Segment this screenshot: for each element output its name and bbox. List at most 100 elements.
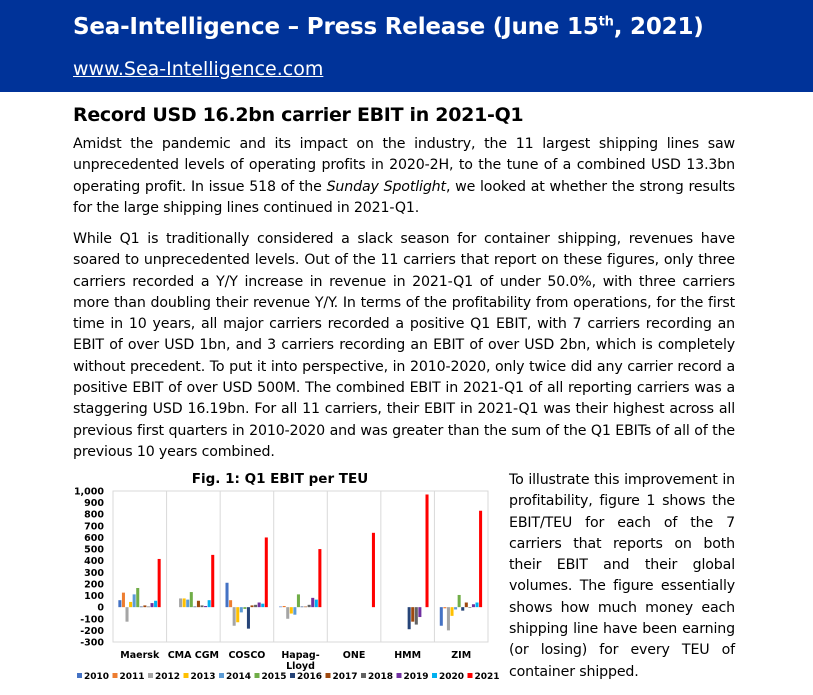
website-link[interactable]: www.Sea-Intelligence.com (73, 58, 324, 80)
bar-2011-maersk (121, 592, 125, 608)
bar-2014-hapag-lloyd (293, 607, 297, 615)
legend-label-2015: 2015 (262, 672, 287, 682)
legend-label-2021: 2021 (475, 672, 500, 682)
bar-2021-hapag-lloyd (318, 549, 322, 608)
bar-2021-zim (479, 510, 483, 608)
legend-swatch (112, 673, 118, 678)
bar-2015-hapag-lloyd (296, 594, 300, 608)
bar-2010-maersk (118, 600, 122, 608)
y-tick-label: -300 (80, 638, 104, 649)
bar-2021-cosco (264, 537, 268, 608)
legend-swatch (290, 673, 295, 678)
bar-2015-maersk (136, 587, 140, 608)
chart-svg: -300-200-1000100200300400500600700800900… (74, 487, 500, 683)
legend-swatch (148, 673, 153, 678)
legend-swatch (467, 673, 473, 678)
bar-2012-cosco (232, 607, 236, 626)
bar-2021-maersk (157, 558, 161, 608)
bar-2018-cma-cgm (200, 605, 204, 608)
press-release-title: Sea-Intelligence – Press Release (June 1… (73, 14, 704, 40)
legend-label-2013: 2013 (191, 672, 216, 682)
bar-2017-hmm (411, 607, 415, 622)
bar-2018-cosco (254, 604, 258, 608)
bar-2014-maersk (132, 594, 136, 608)
legend-label-2019: 2019 (404, 672, 429, 682)
y-tick-label: 200 (84, 579, 104, 590)
x-category-label: CMA CGM (168, 650, 219, 661)
legend-label-2010: 2010 (84, 672, 109, 682)
legend-label-2020: 2020 (439, 672, 464, 682)
bar-2019-hapag-lloyd (311, 597, 315, 608)
bar-2013-cosco (236, 607, 240, 623)
legend-swatch (183, 673, 189, 678)
bar-2017-cma-cgm (196, 600, 200, 608)
bar-2019-cosco (257, 602, 261, 608)
bar-2013-maersk (129, 601, 133, 608)
bar-2018-zim (468, 607, 472, 608)
bar-2013-cma-cgm (182, 598, 186, 608)
legend-label-2014: 2014 (226, 672, 251, 682)
bar-2016-maersk (139, 606, 143, 608)
legend-label-2018: 2018 (368, 672, 393, 682)
x-category-label: HMM (394, 650, 421, 661)
y-tick-label: 400 (84, 556, 104, 567)
bar-2017-hapag-lloyd (304, 606, 308, 608)
bar-2016-cosco (246, 607, 250, 629)
bar-2015-cosco (243, 607, 247, 609)
bar-2021-hmm (425, 494, 429, 608)
publication-name: Sunday Spotlight (326, 178, 447, 195)
title-sup: th (598, 14, 614, 30)
bar-2014-cma-cgm (186, 599, 190, 608)
bar-2020-maersk (154, 600, 158, 608)
chart-title: Fig. 1: Q1 EBIT per TEU (191, 471, 369, 487)
bar-2018-maersk (146, 606, 150, 608)
bar-2020-cosco (261, 603, 265, 608)
bar-2016-hmm (407, 607, 411, 630)
bar-2015-zim (457, 594, 461, 608)
legend-label-2017: 2017 (333, 672, 358, 682)
y-tick-label: 500 (84, 545, 104, 556)
bar-2013-zim (450, 607, 454, 616)
legend-label-2016: 2016 (297, 672, 322, 682)
bar-2014-cosco (239, 607, 243, 613)
header-banner: Sea-Intelligence – Press Release (June 1… (0, 0, 813, 92)
legend-label-2012: 2012 (155, 672, 180, 682)
bar-2018-hmm (414, 607, 418, 625)
paragraph-3: To illustrate this improvement in profit… (509, 472, 735, 680)
bar-2019-maersk (150, 603, 154, 608)
y-tick-label: -200 (80, 626, 104, 637)
ebit-per-teu-chart: Fig. 1: Q1 EBIT per TEU -300 -200 -100 0 100… (60, 470, 500, 691)
bar-2010-cosco (225, 582, 229, 608)
bar-2019-cma-cgm (204, 605, 208, 608)
x-category-label: Maersk (120, 650, 160, 661)
plot-area (112, 490, 489, 643)
x-category-label: COSCO (228, 650, 265, 661)
bar-2013-hapag-lloyd (289, 607, 293, 614)
bar-2012-maersk (125, 607, 129, 622)
bar-2021-cma-cgm (211, 554, 215, 608)
bar-2012-zim (446, 607, 450, 631)
y-tick-label: 800 (84, 510, 104, 521)
legend-swatch (254, 673, 260, 678)
bar-2016-hapag-lloyd (300, 606, 304, 608)
bar-2019-hmm (418, 607, 422, 618)
y-tick-label: 100 (84, 591, 104, 602)
paragraph-2: While Q1 is traditionally considered a s… (73, 231, 735, 460)
p1-text-end: , we looked at whether the strong result… (73, 178, 735, 216)
x-category-label: ONE (343, 650, 366, 661)
bar-2020-hapag-lloyd (314, 599, 318, 608)
title-text: Sea-Intelligence – Press Release (June 1… (73, 14, 599, 40)
bar-2011-cosco (229, 600, 233, 608)
article-heading: Record USD 16.2bn carrier EBIT in 2021-Q… (73, 104, 524, 126)
bar-2018-hapag-lloyd (307, 604, 311, 608)
bar-2020-cma-cgm (207, 600, 211, 608)
bar-2014-zim (454, 607, 458, 610)
bar-2012-hapag-lloyd (286, 607, 290, 619)
y-tick-label: 700 (84, 521, 104, 532)
bar-2020-zim (475, 602, 479, 608)
legend-swatch (361, 673, 366, 678)
bar-2017-cosco (250, 605, 254, 608)
legend-swatch (432, 673, 437, 678)
x-category-label: ZIM (451, 650, 471, 661)
paragraph-1: Amidst the pandemic and its impact on th… (73, 134, 735, 219)
